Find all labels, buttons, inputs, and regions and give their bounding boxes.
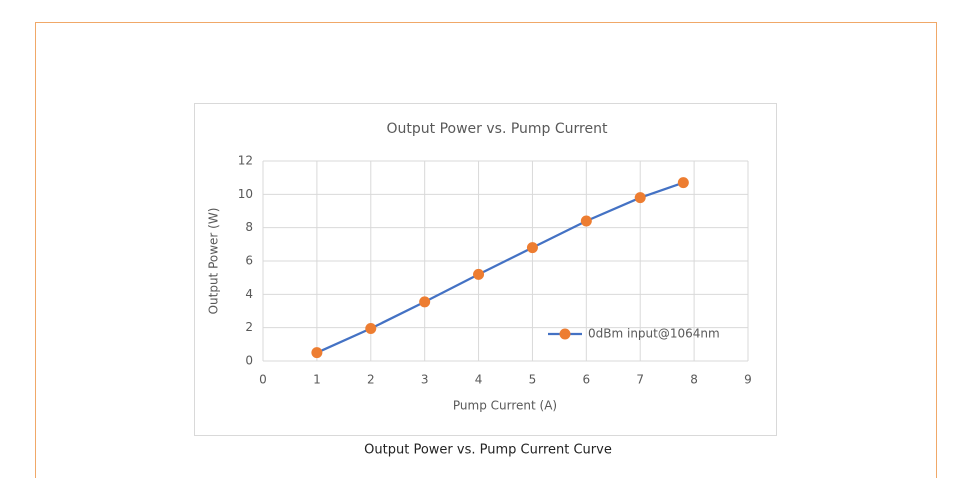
- y-tick-label: 4: [245, 287, 253, 301]
- x-tick-label: 7: [636, 373, 644, 387]
- data-point: [311, 347, 323, 359]
- y-tick-label: 12: [238, 154, 253, 168]
- x-tick-label: 9: [744, 373, 752, 387]
- chart-title: Output Power vs. Pump Current: [387, 121, 608, 137]
- data-point: [526, 242, 538, 254]
- x-tick-label: 6: [583, 373, 591, 387]
- data-point: [677, 177, 689, 189]
- x-tick-label: 4: [475, 373, 483, 387]
- data-point: [473, 268, 485, 280]
- content-frame: [35, 22, 937, 478]
- legend-marker: [559, 328, 571, 340]
- y-tick-label: 6: [245, 254, 253, 268]
- y-tick-label: 10: [238, 187, 253, 201]
- x-tick-label: 2: [367, 373, 375, 387]
- series-line: [316, 181, 684, 354]
- chart-area: [194, 103, 777, 436]
- x-tick-label: 3: [421, 373, 429, 387]
- y-tick-label: 2: [245, 320, 253, 334]
- caption: Output Power vs. Pump Current Curve: [364, 443, 612, 458]
- data-point: [634, 192, 646, 204]
- y-axis-label: Output Power (W): [207, 208, 221, 315]
- y-tick-label: 8: [245, 220, 253, 234]
- data-point: [580, 215, 592, 227]
- y-tick-label: 0: [245, 354, 253, 368]
- legend-label: 0dBm input@1064nm: [588, 327, 720, 341]
- data-point: [365, 323, 377, 334]
- x-tick-label: 8: [690, 373, 698, 387]
- data-point: [419, 296, 431, 308]
- x-tick-label: 5: [529, 373, 537, 387]
- x-axis-label: Pump Current (A): [453, 399, 557, 413]
- x-tick-label: 1: [313, 373, 321, 387]
- x-tick-label: 0: [259, 373, 267, 387]
